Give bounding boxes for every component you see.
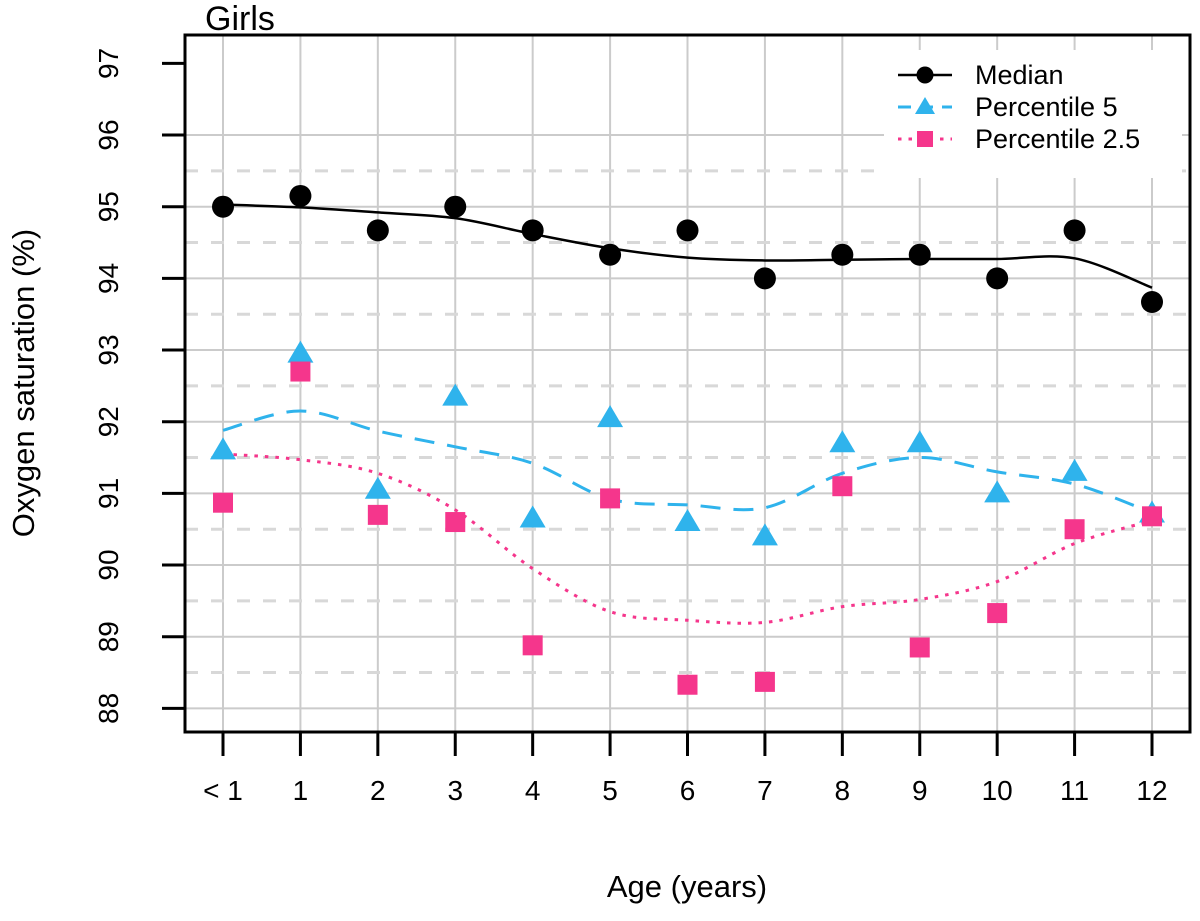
x-tick-label: 8 <box>835 775 851 806</box>
median-point <box>676 219 699 242</box>
percentile-5-point <box>984 480 1011 503</box>
x-tick-label: 9 <box>912 775 928 806</box>
x-tick-label: 10 <box>982 775 1013 806</box>
legend-square-icon <box>917 131 933 147</box>
percentile-2-5-point <box>754 671 775 692</box>
percentile-5-point <box>210 437 236 460</box>
percentile-5-point <box>597 405 624 428</box>
legend-triangle-icon <box>915 97 935 114</box>
percentile-2-5-point <box>367 504 388 525</box>
x-tick-label: 1 <box>293 775 309 806</box>
legend-label: Median <box>975 60 1064 90</box>
median-point <box>366 219 389 242</box>
y-tick-label: 88 <box>93 693 124 724</box>
percentile-5-point <box>906 430 933 453</box>
percentile-5-point <box>1061 458 1088 481</box>
percentile-2-5-point <box>987 603 1008 624</box>
legend-label: Percentile 5 <box>975 92 1118 122</box>
y-tick-label: 92 <box>93 406 124 437</box>
x-tick-label: 4 <box>525 775 541 806</box>
percentile-5-point <box>751 523 778 546</box>
x-tick-label: 6 <box>680 775 696 806</box>
x-tick-label: 3 <box>447 775 463 806</box>
percentile-2-5-point <box>522 635 543 656</box>
legend-label: Percentile 2.5 <box>975 124 1140 154</box>
median-point <box>1141 291 1164 314</box>
x-tick-label: 5 <box>602 775 618 806</box>
median-point <box>908 243 931 266</box>
percentile-2-5-point <box>600 488 621 509</box>
y-tick-label: 89 <box>93 621 124 652</box>
percentile-2-5-point <box>445 512 466 533</box>
percentile-2-5-point <box>1064 519 1085 540</box>
y-tick-label: 94 <box>93 263 124 294</box>
median-point <box>521 219 544 242</box>
x-tick-label: 7 <box>757 775 773 806</box>
x-axis-title: Age (years) <box>607 869 767 904</box>
percentile-2-5-point <box>677 674 698 695</box>
percentile-2-5-point <box>909 637 930 658</box>
median-point <box>831 243 854 266</box>
percentile-5-point <box>829 430 856 453</box>
median-point <box>1063 219 1086 242</box>
y-tick-label: 96 <box>93 119 124 150</box>
median-point <box>753 267 776 290</box>
legend-circle-icon <box>916 66 934 84</box>
median-point <box>599 243 622 266</box>
y-tick-label: 90 <box>93 549 124 580</box>
y-tick-label: 91 <box>93 478 124 509</box>
median-point <box>289 184 312 207</box>
chart-title: Girls <box>205 0 275 38</box>
percentile-2-5-point <box>1142 506 1163 527</box>
percentile-5-point <box>287 340 314 363</box>
percentile-5-point <box>364 476 391 499</box>
x-tick-label: 2 <box>370 775 386 806</box>
percentile-5-trend-line <box>222 409 1153 515</box>
y-tick-label: 97 <box>93 48 124 79</box>
percentile-5-point <box>674 509 701 532</box>
median-point <box>986 267 1009 290</box>
y-tick-label: 93 <box>93 334 124 365</box>
percentile-2-5-trend-line <box>222 452 1153 625</box>
percentile-5-point <box>442 383 469 406</box>
y-tick-label: 95 <box>93 191 124 222</box>
percentile-2-5-point <box>832 476 853 497</box>
x-tick-label: 11 <box>1060 775 1089 806</box>
y-axis-title: Oxygen saturation (%) <box>6 229 41 537</box>
x-tick-label: 12 <box>1136 775 1167 806</box>
x-tick-label: < 1 <box>203 775 243 806</box>
median-trend-line <box>222 203 1153 289</box>
percentile-5-point <box>519 505 546 528</box>
median-point <box>212 195 234 218</box>
percentile-2-5-point <box>290 361 311 382</box>
median-point <box>444 195 467 218</box>
percentile-2-5-point <box>213 492 233 513</box>
